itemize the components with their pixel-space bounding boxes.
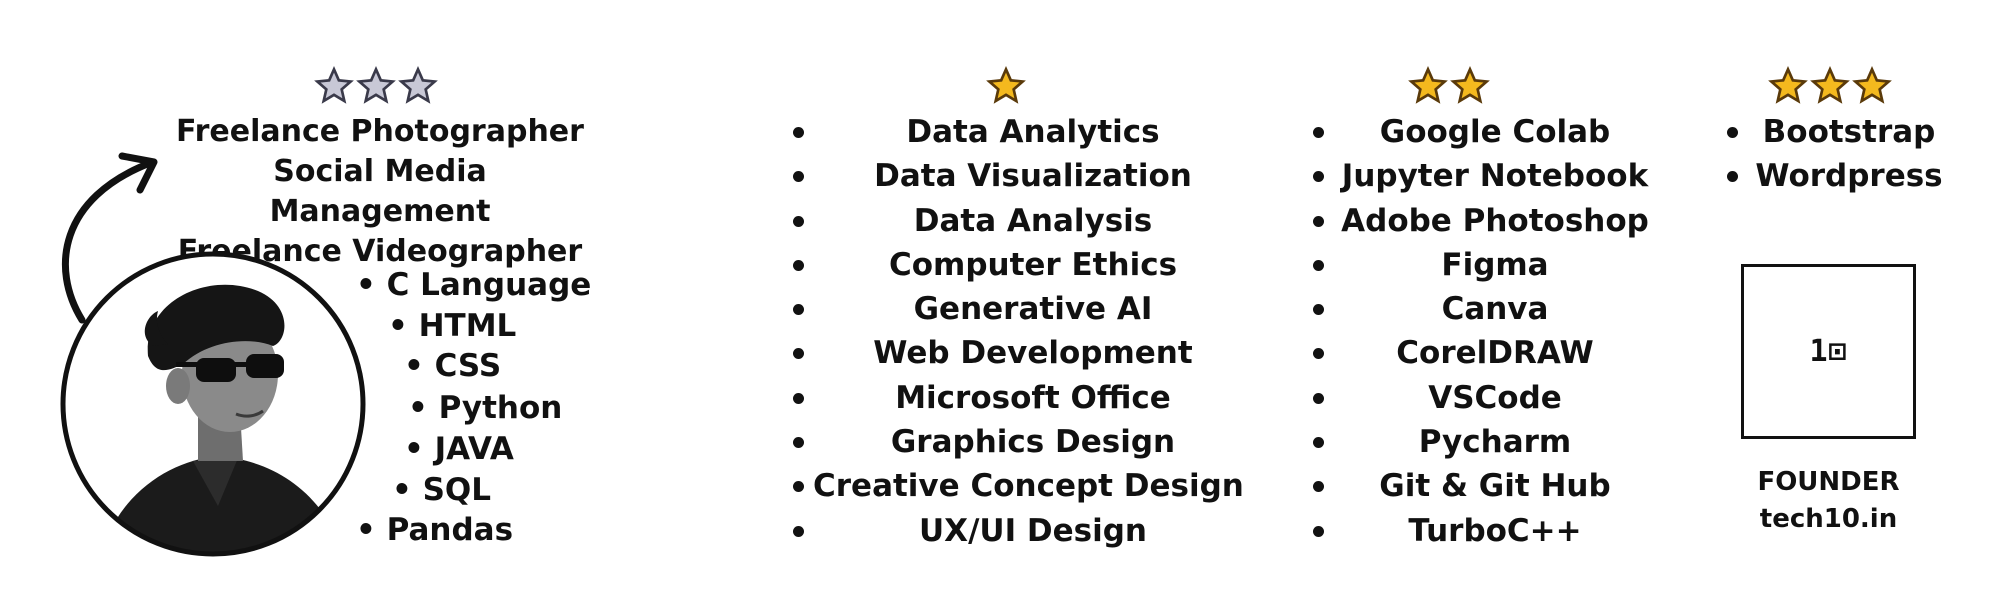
list-item: Pycharm — [1313, 420, 1653, 464]
rating-stars-col4 — [1768, 66, 1892, 110]
list-item: Figma — [1313, 243, 1653, 287]
star-icon — [1768, 66, 1808, 110]
list-item: Microsoft Office — [793, 376, 1233, 420]
list-item: Creative Concept Design — [793, 464, 1244, 508]
rating-stars-col3 — [1408, 66, 1490, 110]
list-item: Git & Git Hub — [1313, 464, 1653, 508]
list-item: • Python — [408, 390, 563, 426]
avatar — [60, 251, 366, 557]
skills-list-col4: Bootstrap Wordpress — [1727, 110, 1947, 199]
list-item: VSCode — [1313, 376, 1653, 420]
star-icon — [1810, 66, 1850, 110]
star-icon — [314, 66, 354, 110]
list-item: CorelDRAW — [1313, 331, 1653, 375]
role-item: Social Media Management — [269, 154, 491, 229]
list-item: Web Development — [793, 331, 1233, 375]
founder-site-link[interactable]: tech10.in — [1759, 504, 1898, 534]
list-item: • HTML — [388, 308, 517, 344]
list-item: Data Visualization — [793, 154, 1233, 198]
tech10-logo: 1⊡ — [1809, 334, 1848, 369]
star-icon — [1852, 66, 1892, 110]
list-item: • Pandas — [356, 512, 514, 548]
list-item: • SQL — [392, 472, 492, 508]
rating-stars-col2 — [986, 66, 1026, 110]
list-item: Adobe Photoshop — [1313, 199, 1653, 243]
list-item: Bootstrap — [1727, 110, 1947, 154]
list-item: TurboC++ — [1313, 509, 1653, 553]
list-item: Canva — [1313, 287, 1653, 331]
list-item: • CSS — [404, 348, 502, 384]
list-item: Wordpress — [1727, 154, 1947, 198]
list-item: Computer Ethics — [793, 243, 1233, 287]
star-icon — [398, 66, 438, 110]
founder-caption: FOUNDER tech10.in — [1720, 464, 1937, 538]
skills-list-col2: Data Analytics Data Visualization Data A… — [793, 110, 1244, 553]
founder-logo-box: 1⊡ — [1741, 264, 1916, 439]
curved-arrow-icon — [61, 152, 158, 324]
list-item: Google Colab — [1313, 110, 1653, 154]
star-icon — [1450, 66, 1490, 110]
list-item: Generative AI — [793, 287, 1233, 331]
star-icon — [986, 66, 1026, 110]
list-item: Jupyter Notebook — [1313, 154, 1653, 198]
role-item: Freelance Photographer — [176, 114, 584, 149]
skills-list-col3: Google Colab Jupyter Notebook Adobe Phot… — [1313, 110, 1653, 553]
founder-label: FOUNDER — [1757, 467, 1900, 497]
list-item: UX/UI Design — [793, 509, 1233, 553]
list-item: • JAVA — [404, 431, 514, 467]
list-item: Data Analysis — [793, 199, 1233, 243]
rating-stars-col1 — [314, 66, 438, 110]
list-item: • C Language — [356, 267, 592, 303]
list-item: Data Analytics — [793, 110, 1233, 154]
star-icon — [356, 66, 396, 110]
star-icon — [1408, 66, 1448, 110]
list-item: Graphics Design — [793, 420, 1233, 464]
